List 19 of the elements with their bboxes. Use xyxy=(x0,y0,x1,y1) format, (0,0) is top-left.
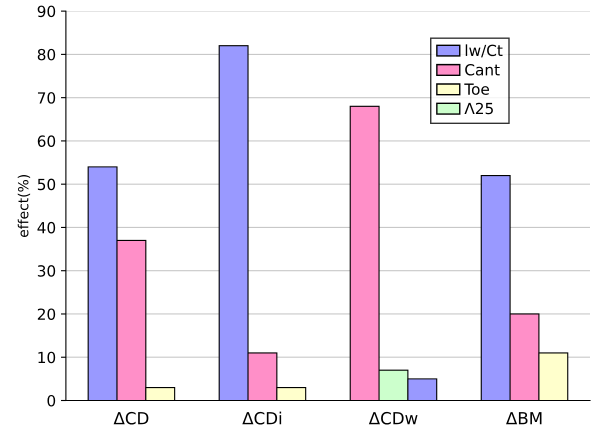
y-tick-label: 90 xyxy=(38,6,56,18)
y-tick-label: 70 xyxy=(38,92,56,104)
legend-label: Cant xyxy=(465,64,500,76)
y-tick-label: 60 xyxy=(38,135,56,147)
y-tick-label: 80 xyxy=(38,48,56,60)
y-tick-label: 30 xyxy=(38,265,56,277)
y-tick-label: 40 xyxy=(37,222,56,234)
legend-label: Λ25 xyxy=(464,102,493,114)
x-tick-label: ΔCDw xyxy=(368,412,418,425)
x-tick-label: ΔCDi xyxy=(242,412,282,425)
y-tick-label: 50 xyxy=(38,178,56,190)
x-tick-label: ΔCD xyxy=(114,412,148,425)
y-axis-title: effect(%) xyxy=(18,175,30,238)
legend-label: lw/Ct xyxy=(466,44,503,58)
y-tick-label: 10 xyxy=(38,352,56,364)
y-tick-label: 20 xyxy=(38,308,56,320)
x-tick-label: ΔBM xyxy=(506,412,542,424)
y-tick-label: 0 xyxy=(47,394,56,407)
legend-label: Toe xyxy=(464,84,490,95)
